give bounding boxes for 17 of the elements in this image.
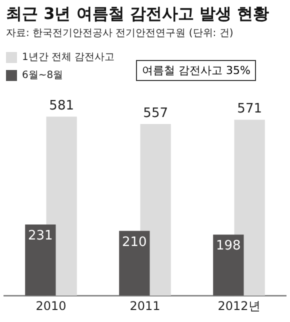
chart-subtitle: 자료: 한국전기안전공사 전기안전연구원 (단위: 건) bbox=[6, 27, 234, 40]
data-label: 571 bbox=[237, 102, 262, 117]
x-tick-label: 2010 bbox=[36, 298, 66, 313]
data-label: 557 bbox=[143, 106, 168, 121]
bar bbox=[119, 230, 150, 296]
x-tick-label: 2011 bbox=[130, 298, 160, 313]
data-label: 210 bbox=[122, 234, 147, 250]
chart-title: 최근 3년 여름철 감전사고 발생 현황 bbox=[6, 4, 269, 25]
legend-label: 1년간 전체 감전사고 bbox=[22, 51, 115, 64]
legend-label: 6월~8월 bbox=[22, 69, 64, 82]
data-label: 231 bbox=[28, 228, 53, 244]
data-label: 198 bbox=[216, 238, 241, 254]
bar bbox=[25, 224, 56, 296]
bar bbox=[213, 234, 244, 296]
data-label: 581 bbox=[49, 98, 74, 114]
text: 여름철 감전사고 35% bbox=[142, 63, 250, 78]
x-tick-label: 2012년 bbox=[218, 298, 260, 313]
